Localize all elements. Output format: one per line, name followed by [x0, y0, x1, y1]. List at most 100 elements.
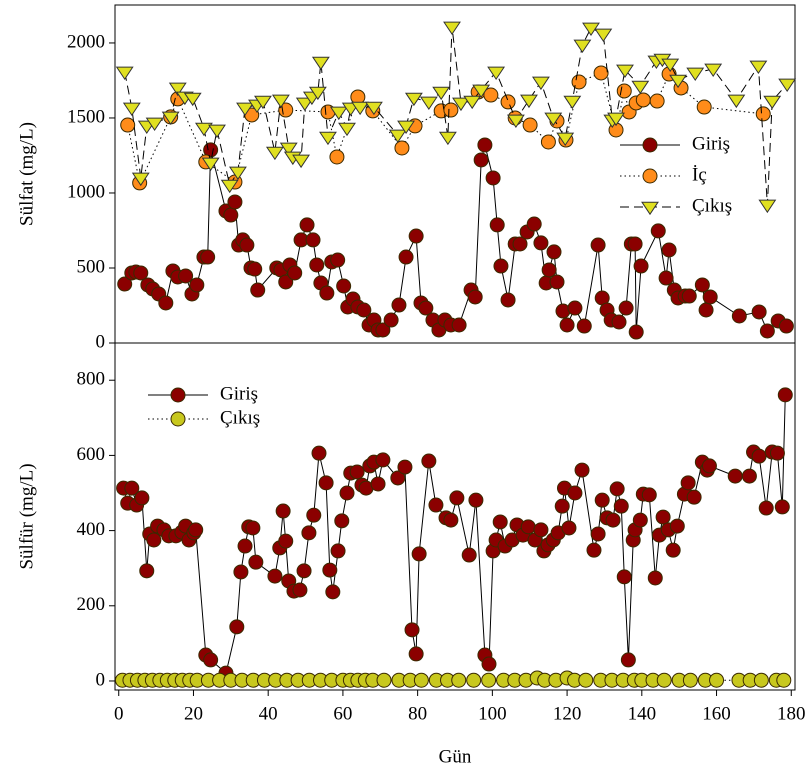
- data-point: [120, 117, 136, 133]
- data-point: [586, 542, 602, 558]
- data-point: [669, 74, 687, 89]
- data-point: [296, 563, 312, 579]
- data-point: [265, 146, 284, 161]
- data-point: [605, 512, 621, 528]
- data-point: [609, 481, 625, 497]
- data-point: [322, 562, 338, 578]
- data-point: [404, 92, 423, 107]
- data-point: [620, 652, 636, 668]
- data-point: [334, 513, 350, 529]
- data-point: [473, 152, 489, 168]
- data-point: [487, 66, 506, 81]
- data-point: [237, 538, 253, 554]
- data-point: [356, 302, 372, 318]
- data-point: [727, 94, 746, 109]
- data-point: [452, 97, 470, 112]
- x-tick-label: 180: [777, 703, 806, 724]
- data-point: [201, 157, 220, 172]
- data-point: [227, 194, 243, 210]
- data-point: [520, 94, 538, 109]
- data-point: [146, 532, 162, 548]
- data-point: [364, 101, 383, 116]
- data-point: [616, 569, 632, 585]
- data-point: [522, 117, 538, 133]
- data-point: [751, 304, 767, 320]
- data-point: [301, 525, 317, 541]
- legend-marker: [170, 411, 186, 427]
- data-point: [680, 475, 696, 491]
- data-point: [158, 295, 174, 311]
- data-point: [546, 244, 562, 260]
- data-point: [432, 86, 451, 101]
- data-point: [336, 278, 352, 294]
- data-point: [540, 134, 556, 150]
- data-point: [686, 489, 702, 505]
- data-point: [769, 445, 785, 461]
- data-point: [500, 94, 516, 110]
- data-point: [647, 570, 663, 586]
- legend-marker: [642, 168, 658, 184]
- data-point: [329, 106, 348, 121]
- legend-label: Giriş: [692, 133, 730, 154]
- data-point: [633, 258, 649, 274]
- data-point: [308, 86, 327, 101]
- data-point: [461, 547, 477, 563]
- data-point: [472, 84, 491, 99]
- data-point: [370, 476, 386, 492]
- data-point: [594, 28, 613, 43]
- y-axis-label: Sülfat (mg/L): [16, 122, 37, 226]
- data-point: [299, 217, 315, 233]
- data-point: [567, 485, 583, 501]
- data-point: [319, 285, 335, 301]
- data-point: [189, 277, 205, 293]
- data-point: [413, 672, 429, 688]
- data-point: [468, 492, 484, 508]
- data-point: [611, 314, 627, 330]
- data-point: [248, 554, 264, 570]
- data-point: [397, 120, 415, 135]
- data-point: [390, 470, 406, 486]
- data-point: [200, 249, 216, 265]
- legend-marker: [170, 387, 186, 403]
- data-point: [590, 526, 606, 542]
- data-point: [421, 453, 437, 469]
- data-point: [658, 270, 674, 286]
- data-point: [512, 236, 528, 252]
- data-point: [411, 546, 427, 562]
- x-tick-label: 40: [259, 703, 278, 724]
- data-point: [573, 39, 592, 54]
- data-point: [115, 66, 134, 81]
- data-point: [531, 76, 550, 91]
- data-point: [613, 498, 629, 514]
- data-point: [292, 582, 308, 598]
- data-point: [236, 102, 254, 117]
- data-point: [330, 252, 346, 268]
- y-tick-label: 600: [77, 444, 106, 465]
- data-point: [758, 199, 777, 214]
- data-point: [247, 261, 263, 277]
- data-point: [571, 74, 587, 90]
- data-point: [339, 485, 355, 501]
- y-tick-label: 500: [77, 256, 106, 277]
- data-point: [228, 166, 247, 181]
- data-point: [233, 564, 249, 580]
- data-point: [576, 318, 592, 334]
- data-point: [188, 522, 204, 538]
- data-point: [758, 500, 774, 516]
- data-point: [759, 323, 775, 339]
- data-point: [556, 132, 575, 147]
- data-point: [208, 124, 226, 139]
- data-point: [698, 302, 714, 318]
- data-point: [295, 97, 314, 112]
- data-point: [245, 520, 261, 536]
- x-tick-label: 0: [114, 703, 124, 724]
- data-point: [463, 95, 482, 110]
- data-point: [628, 324, 644, 340]
- data-point: [554, 498, 570, 514]
- data-point: [574, 462, 590, 478]
- data-point: [778, 318, 794, 334]
- data-point: [627, 236, 643, 252]
- x-tick-label: 20: [184, 703, 203, 724]
- data-point: [694, 277, 710, 293]
- x-tick-label: 60: [333, 703, 352, 724]
